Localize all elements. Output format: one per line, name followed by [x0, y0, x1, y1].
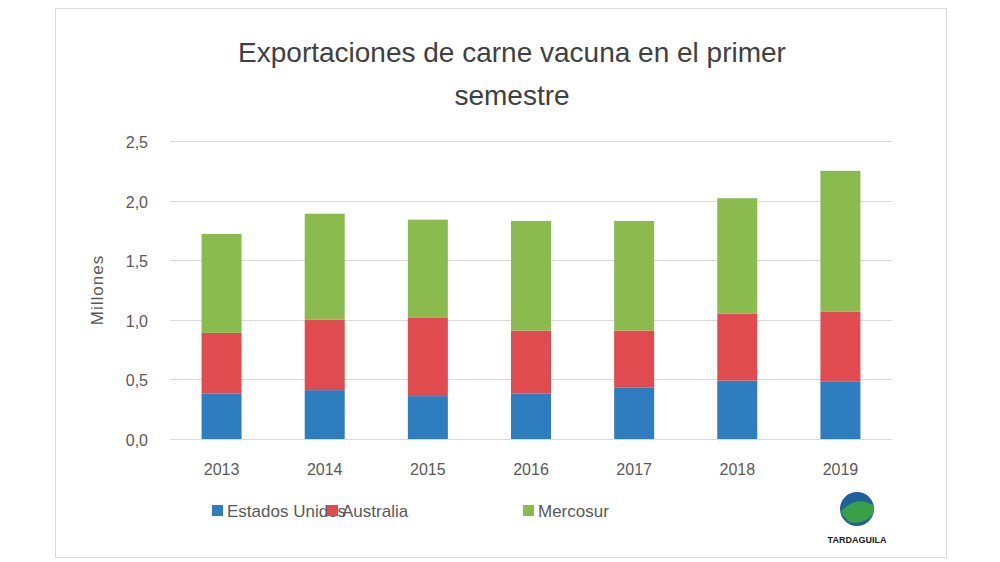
legend-label: Estados Unidos [227, 502, 346, 521]
y-tick-label: 0,5 [126, 372, 148, 389]
chart-title: Exportaciones de carne vacuna en el prim… [238, 37, 786, 111]
y-tick-label: 2,5 [126, 134, 148, 151]
bar [305, 214, 345, 320]
x-tick-label: 2019 [823, 461, 859, 478]
logo-text: TARDAGUILA [828, 535, 887, 545]
bar [511, 331, 551, 394]
bar [717, 314, 757, 381]
bars [202, 171, 861, 439]
bar [717, 381, 757, 439]
x-axis-line [170, 439, 892, 440]
bar [717, 198, 757, 314]
grid-line [170, 439, 892, 440]
grid-line [170, 201, 892, 202]
legend-swatch [327, 505, 338, 516]
x-tick-label: 2016 [513, 461, 549, 478]
bar [820, 382, 860, 439]
y-tick-label: 0,0 [126, 432, 148, 449]
bar [820, 311, 860, 381]
logo-globe [840, 492, 874, 526]
legend-label: Mercosur [538, 502, 609, 521]
y-tick-label: 1,0 [126, 313, 148, 330]
logo: TARDAGUILA [828, 492, 887, 545]
bar [305, 320, 345, 390]
legend-label: Australia [342, 502, 409, 521]
bar [408, 396, 448, 439]
grid-line [170, 141, 892, 142]
x-tick-label: 2015 [410, 461, 446, 478]
bar [202, 333, 242, 394]
bar [305, 390, 345, 439]
bar [408, 317, 448, 396]
bar [820, 171, 860, 312]
y-tick-label: 1,5 [126, 253, 148, 270]
legend-swatch [523, 505, 534, 516]
y-axis-label: Millones [88, 255, 107, 325]
legend: Estados UnidosAustralia Mercosur [212, 502, 609, 521]
logo-land [840, 501, 874, 523]
x-tick-label: 2018 [719, 461, 755, 478]
y-tick-label: 2,0 [126, 194, 148, 211]
bar [614, 331, 654, 388]
x-tick-label: 2017 [616, 461, 652, 478]
legend-swatch [212, 505, 223, 516]
chart-frame [56, 9, 947, 558]
bar [202, 394, 242, 439]
x-tick-label: 2014 [307, 461, 343, 478]
bar [614, 388, 654, 439]
bar [511, 394, 551, 439]
x-tick-label: 2013 [204, 461, 240, 478]
chart: Exportaciones de carne vacuna en el prim… [0, 0, 1000, 562]
bar [408, 220, 448, 318]
bar [511, 221, 551, 331]
bar [614, 221, 654, 331]
bar [202, 234, 242, 333]
